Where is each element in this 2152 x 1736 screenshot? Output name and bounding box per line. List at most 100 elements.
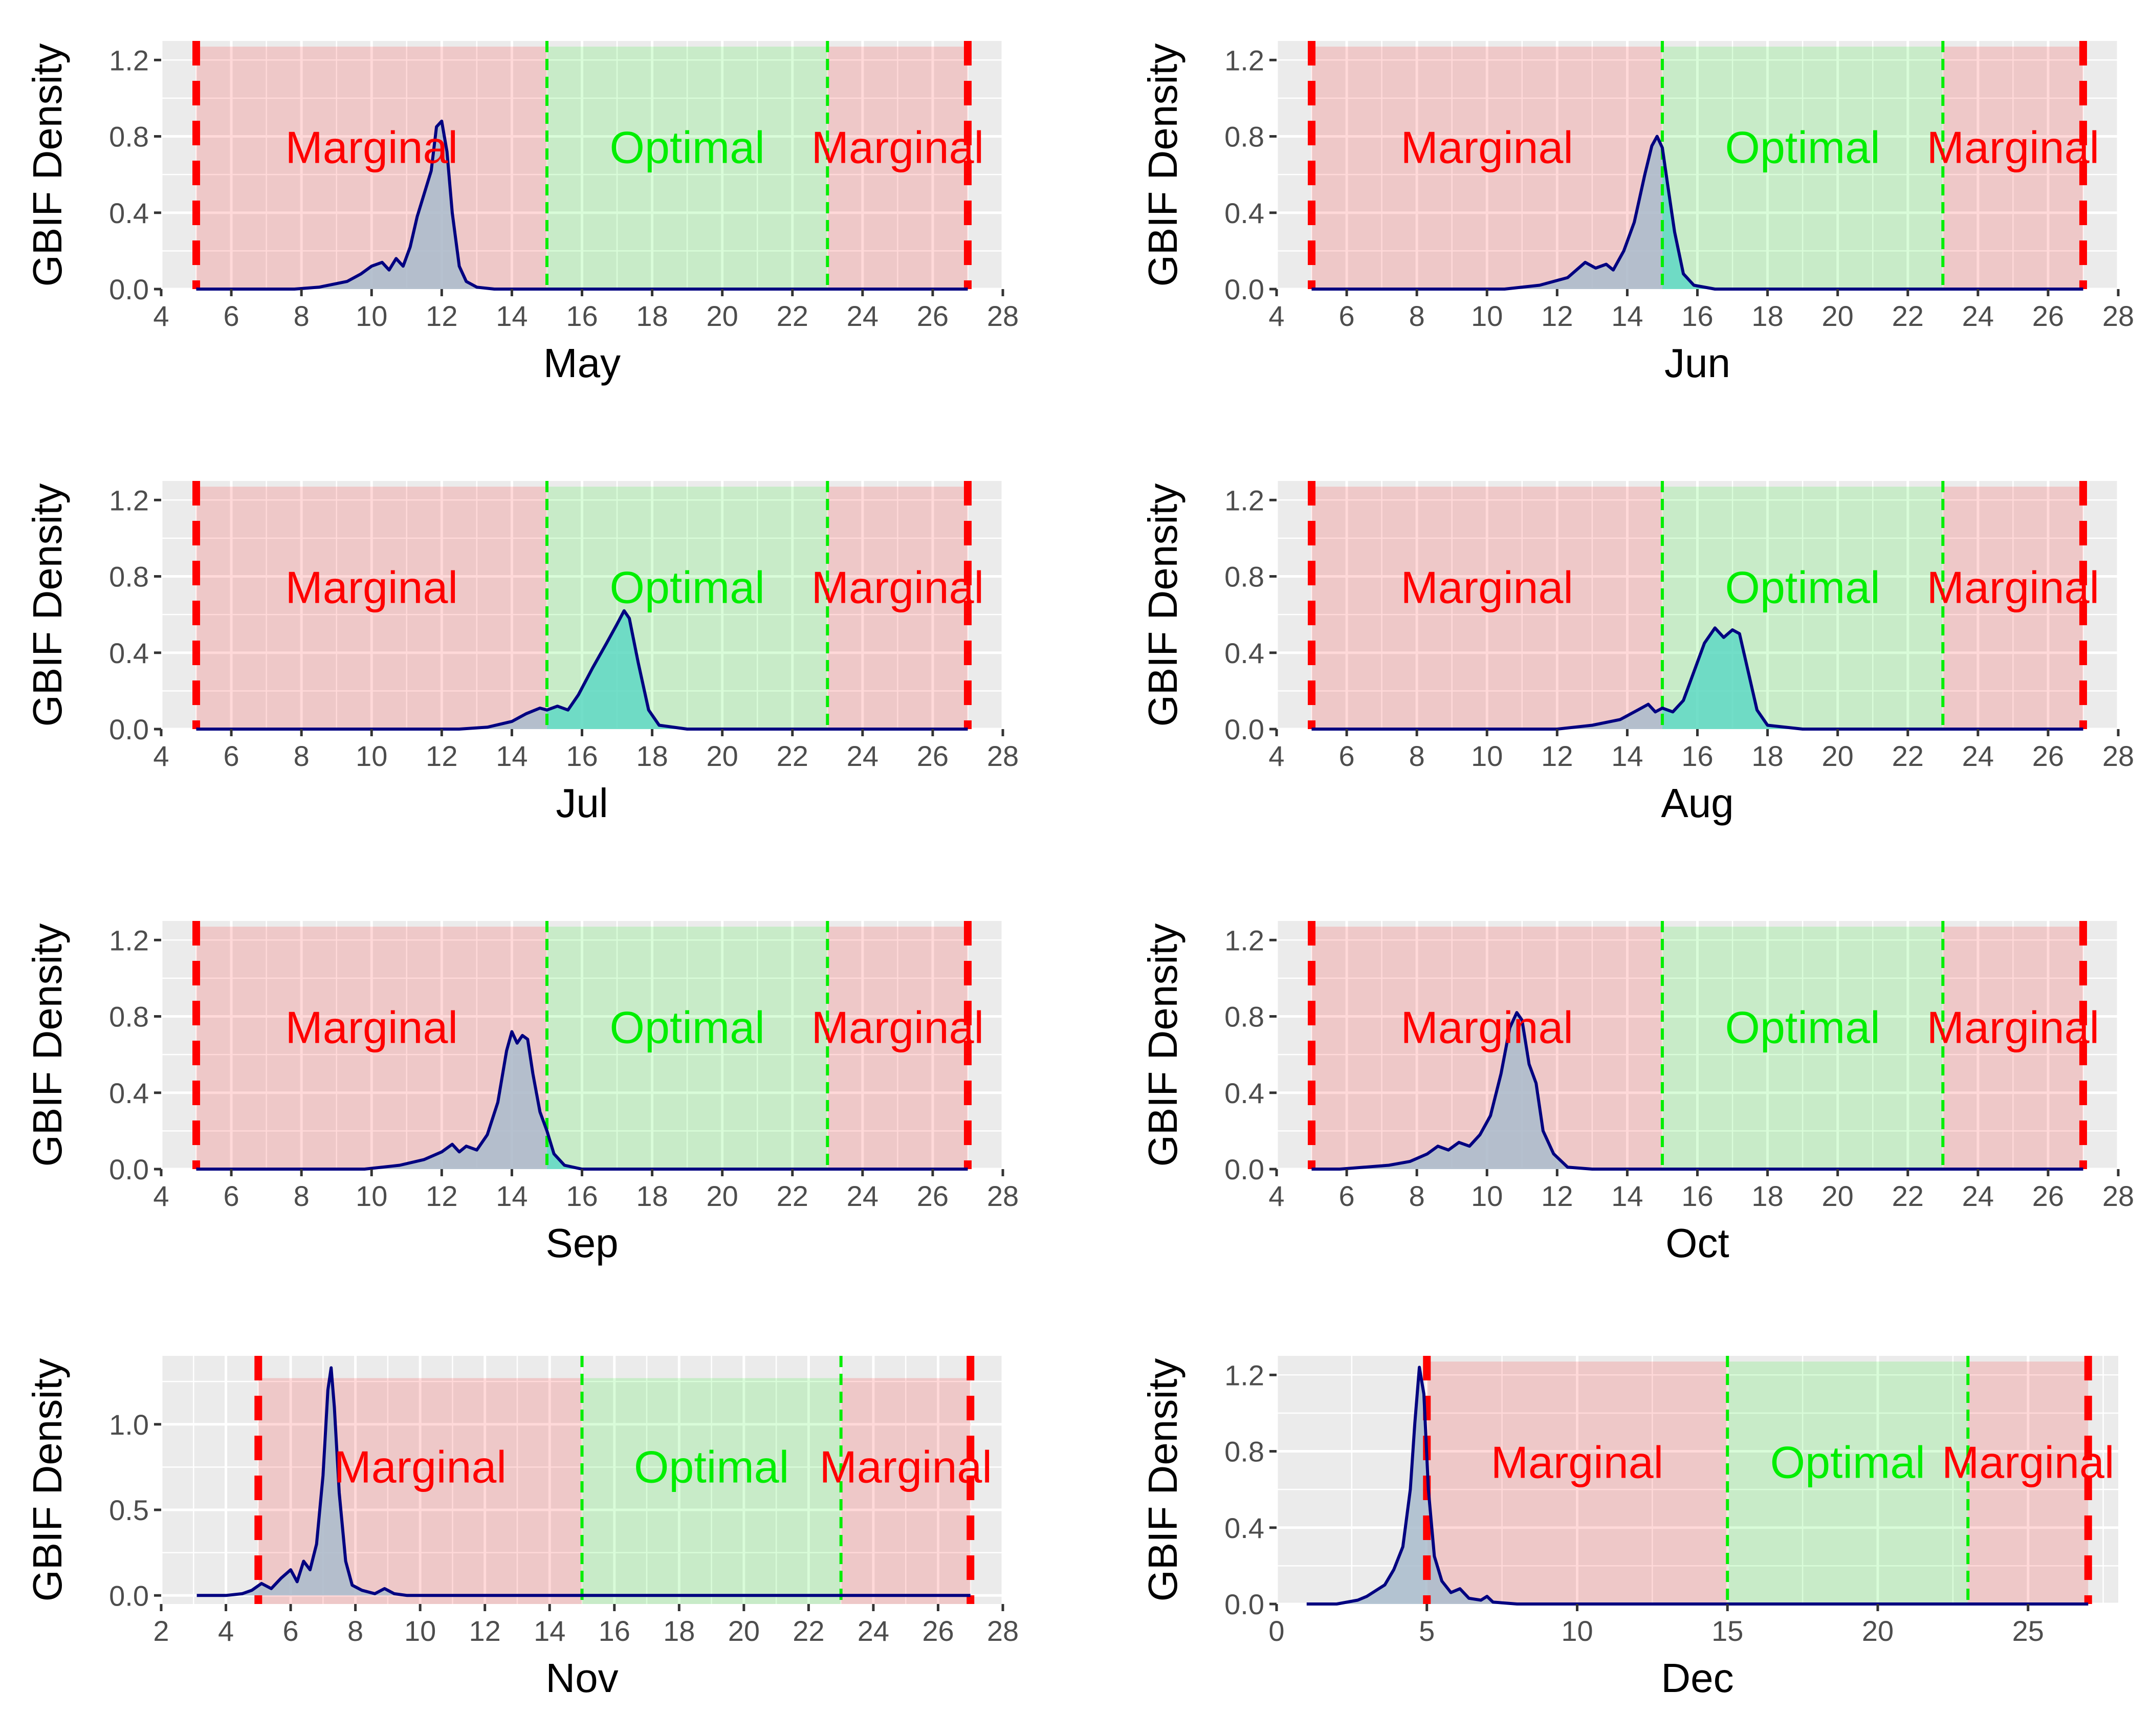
zone-label-marginal: Marginal <box>1927 1002 2099 1053</box>
density-fill-marginal <box>1311 136 1662 289</box>
y-tick-label: 0.4 <box>1224 637 1264 669</box>
zone-1-optimal <box>1662 47 1943 289</box>
x-tick-label: 18 <box>1751 300 1783 332</box>
density-line <box>196 119 968 291</box>
y-tick-label: 0.8 <box>109 1001 149 1033</box>
x-tick-label: 6 <box>224 740 239 772</box>
x-tick-label: 10 <box>356 300 387 332</box>
x-tick-label: 18 <box>636 740 668 772</box>
density-line <box>196 1030 968 1171</box>
x-tick-label: 10 <box>1471 1180 1503 1212</box>
zone-1-optimal <box>546 47 828 289</box>
x-tick-label: 24 <box>1962 1180 1994 1212</box>
x-tick-label: 22 <box>777 300 808 332</box>
zone-2-marginal <box>1968 1361 2089 1604</box>
x-tick-label: 24 <box>1962 740 1994 772</box>
x-tick-label: 24 <box>847 300 879 332</box>
y-tick-label: 0.0 <box>109 1153 149 1185</box>
x-tick-label: 20 <box>728 1615 760 1647</box>
y-tick-label: 0.8 <box>1224 561 1264 593</box>
y-axis-title: GBIF Density <box>25 484 70 727</box>
x-tick-label: 20 <box>707 1180 738 1212</box>
x-tick-label: 24 <box>847 1180 879 1212</box>
x-tick-label: 8 <box>294 300 310 332</box>
x-tick-label: 16 <box>566 1180 598 1212</box>
x-tick-label: 12 <box>1541 1180 1573 1212</box>
density-fill-marginal <box>1311 1013 1662 1169</box>
x-tick-label: 8 <box>1409 300 1425 332</box>
x-tick-label: 8 <box>1409 740 1425 772</box>
y-tick-label: 0.0 <box>109 273 149 305</box>
x-tick-label: 28 <box>987 1180 1019 1212</box>
x-tick-label: 26 <box>2032 300 2064 332</box>
y-tick-label: 0.0 <box>1224 1153 1264 1185</box>
y-tick-label: 0.0 <box>109 1579 149 1612</box>
y-tick-label: 1.0 <box>109 1409 149 1441</box>
x-tick-label: 28 <box>2102 300 2134 332</box>
x-tick-label: 20 <box>1822 740 1854 772</box>
y-tick-label: 0.0 <box>1224 273 1264 305</box>
x-tick-label: 6 <box>1339 300 1355 332</box>
density-fill-marginal <box>196 1031 547 1169</box>
zone-0-marginal <box>1426 1361 1728 1604</box>
x-tick-label: 4 <box>1268 300 1284 332</box>
x-tick-label: 22 <box>777 740 808 772</box>
x-tick-label: 10 <box>1561 1615 1593 1647</box>
density-line <box>1311 135 2083 291</box>
x-tick-label: 14 <box>496 300 528 332</box>
zone-0-marginal <box>1311 47 1662 289</box>
x-tick-label: 16 <box>1681 1180 1713 1212</box>
x-tick-label: 24 <box>847 740 879 772</box>
density-line <box>1311 626 2083 731</box>
panel-may: Marginal Optimal Marginal 0.0 0.4 0.8 1.2 4 6 8 10… <box>25 41 1019 386</box>
zone-label-marginal: Marginal <box>286 122 458 173</box>
y-axis-title: GBIF Density <box>25 43 70 287</box>
x-tick-label: 18 <box>636 300 668 332</box>
zone-label-marginal: Marginal <box>1942 1437 2114 1488</box>
x-tick-label: 10 <box>356 740 387 772</box>
y-tick-label: 0.8 <box>1224 121 1264 153</box>
zone-1-optimal <box>1727 1361 1968 1604</box>
x-tick-label: 22 <box>793 1615 824 1647</box>
x-tick-label: 4 <box>153 1180 169 1212</box>
x-axis-title: Sep <box>545 1220 618 1266</box>
x-tick-label: 8 <box>294 740 310 772</box>
x-axis-title: Oct <box>1665 1220 1729 1266</box>
zone-2-marginal <box>827 487 968 729</box>
x-tick-label: 14 <box>496 740 528 772</box>
y-axis-title: GBIF Density <box>25 1358 70 1602</box>
x-tick-label: 14 <box>534 1615 565 1647</box>
x-tick-label: 18 <box>663 1615 695 1647</box>
x-tick-label: 26 <box>917 740 949 772</box>
x-tick-label: 28 <box>2102 740 2134 772</box>
y-tick-label: 0.4 <box>1224 1077 1264 1109</box>
x-tick-label: 18 <box>636 1180 668 1212</box>
x-tick-label: 14 <box>1611 740 1643 772</box>
panel-dec: Marginal Optimal Marginal 0.0 0.4 0.8 1.2 0 5 10 1… <box>1140 1356 2118 1701</box>
x-tick-label: 12 <box>426 1180 457 1212</box>
x-axis-title: May <box>543 340 621 386</box>
x-tick-label: 10 <box>1471 740 1503 772</box>
x-tick-label: 5 <box>1419 1615 1435 1647</box>
zone-label-optimal: Optimal <box>634 1441 789 1492</box>
y-tick-label: 0.0 <box>109 713 149 745</box>
x-tick-label: 20 <box>707 300 738 332</box>
x-tick-label: 4 <box>218 1615 234 1647</box>
zone-label-optimal: Optimal <box>1725 122 1880 173</box>
x-axis-title: Nov <box>545 1655 618 1701</box>
y-tick-label: 1.2 <box>1224 484 1264 516</box>
x-tick-label: 26 <box>922 1615 954 1647</box>
panel-jul: Marginal Optimal Marginal 0.0 0.4 0.8 1.2 4 6 8 10… <box>25 481 1019 826</box>
y-tick-label: 0.8 <box>1224 1001 1264 1033</box>
y-axis-title: GBIF Density <box>1140 484 1185 727</box>
zone-0-marginal <box>1311 487 1662 729</box>
zone-label-marginal: Marginal <box>1927 562 2099 613</box>
x-tick-label: 22 <box>1892 740 1924 772</box>
panel-jun: Marginal Optimal Marginal 0.0 0.4 0.8 1.2 4 6 8 10… <box>1140 41 2134 386</box>
x-tick-label: 16 <box>566 740 598 772</box>
x-tick-label: 6 <box>282 1615 298 1647</box>
x-tick-label: 6 <box>1339 740 1355 772</box>
y-axis-title: GBIF Density <box>1140 924 1185 1167</box>
y-axis-title: GBIF Density <box>25 924 70 1167</box>
